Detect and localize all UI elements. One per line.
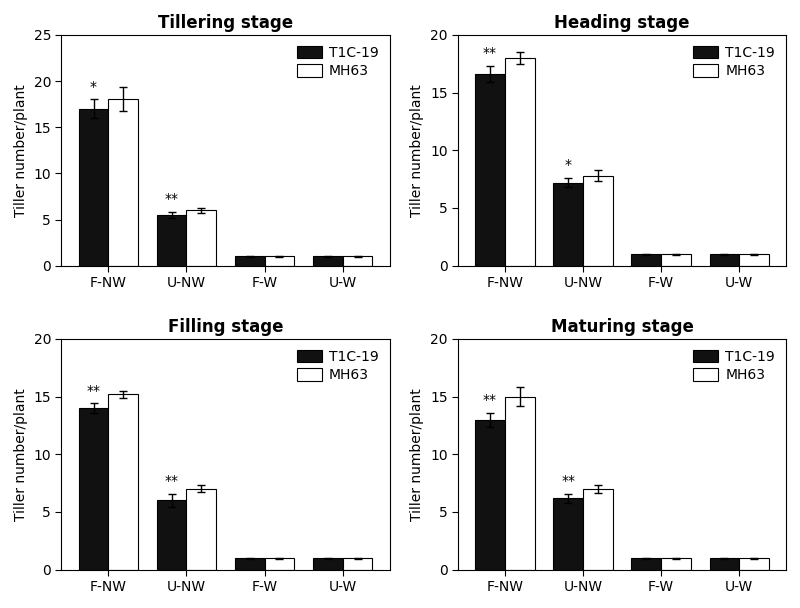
- Bar: [313, 558, 342, 570]
- Bar: [108, 394, 138, 570]
- Bar: [342, 558, 372, 570]
- Bar: [631, 254, 661, 266]
- Bar: [554, 182, 583, 266]
- Bar: [583, 176, 613, 266]
- Bar: [78, 408, 108, 570]
- Title: Tillering stage: Tillering stage: [158, 14, 293, 32]
- Bar: [157, 500, 186, 570]
- Bar: [505, 58, 534, 266]
- Legend: T1C-19, MH63: T1C-19, MH63: [293, 42, 382, 82]
- Bar: [661, 254, 691, 266]
- Legend: T1C-19, MH63: T1C-19, MH63: [293, 346, 382, 386]
- Text: **: **: [86, 384, 101, 398]
- Bar: [739, 558, 769, 570]
- Bar: [583, 489, 613, 570]
- Legend: T1C-19, MH63: T1C-19, MH63: [689, 346, 779, 386]
- Y-axis label: Tiller number/plant: Tiller number/plant: [410, 84, 425, 216]
- Y-axis label: Tiller number/plant: Tiller number/plant: [14, 84, 28, 216]
- Bar: [78, 109, 108, 266]
- Title: Maturing stage: Maturing stage: [550, 318, 694, 336]
- Legend: T1C-19, MH63: T1C-19, MH63: [689, 42, 779, 82]
- Bar: [186, 489, 216, 570]
- Bar: [505, 396, 534, 570]
- Text: **: **: [483, 46, 497, 60]
- Title: Filling stage: Filling stage: [168, 318, 283, 336]
- Bar: [235, 558, 265, 570]
- Text: *: *: [565, 158, 572, 172]
- Bar: [661, 558, 691, 570]
- Bar: [631, 558, 661, 570]
- Text: **: **: [165, 474, 178, 488]
- Bar: [108, 100, 138, 266]
- Bar: [739, 254, 769, 266]
- Bar: [186, 210, 216, 266]
- Text: **: **: [561, 474, 575, 488]
- Text: **: **: [165, 192, 178, 206]
- Bar: [554, 498, 583, 570]
- Y-axis label: Tiller number/plant: Tiller number/plant: [14, 388, 28, 520]
- Bar: [265, 558, 294, 570]
- Text: **: **: [483, 393, 497, 407]
- Text: *: *: [90, 80, 97, 94]
- Bar: [313, 257, 342, 266]
- Bar: [710, 558, 739, 570]
- Bar: [475, 74, 505, 266]
- Bar: [157, 215, 186, 266]
- Bar: [710, 254, 739, 266]
- Bar: [475, 420, 505, 570]
- Bar: [235, 257, 265, 266]
- Title: Heading stage: Heading stage: [554, 14, 690, 32]
- Bar: [265, 257, 294, 266]
- Y-axis label: Tiller number/plant: Tiller number/plant: [410, 388, 425, 520]
- Bar: [342, 257, 372, 266]
